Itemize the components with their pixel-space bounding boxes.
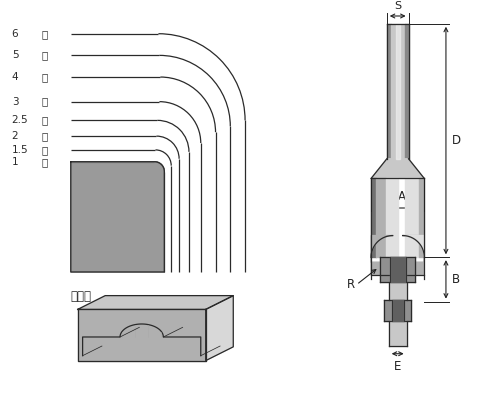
Polygon shape <box>371 236 424 275</box>
Text: 分: 分 <box>42 131 48 141</box>
Text: 分: 分 <box>42 157 48 167</box>
Text: D: D <box>452 134 461 147</box>
Text: 3: 3 <box>12 97 18 107</box>
Text: E: E <box>394 360 402 373</box>
Polygon shape <box>71 162 164 272</box>
Text: 分: 分 <box>42 29 48 39</box>
Text: 5: 5 <box>12 50 18 60</box>
Text: 分: 分 <box>42 115 48 125</box>
Text: 分: 分 <box>42 72 48 82</box>
Text: 分: 分 <box>42 97 48 107</box>
Text: S: S <box>394 1 402 11</box>
Text: 2: 2 <box>12 131 18 141</box>
Text: 1.5: 1.5 <box>12 145 28 155</box>
Text: 1: 1 <box>12 157 18 167</box>
Text: 2.5: 2.5 <box>12 115 28 125</box>
Text: B: B <box>452 273 460 286</box>
Text: 分: 分 <box>42 50 48 60</box>
Polygon shape <box>206 296 234 361</box>
Polygon shape <box>78 310 206 361</box>
Polygon shape <box>371 159 424 178</box>
Polygon shape <box>402 236 424 257</box>
Text: R: R <box>348 278 356 291</box>
Text: 6: 6 <box>12 29 18 39</box>
Text: 分: 分 <box>42 145 48 155</box>
Text: A: A <box>398 190 406 203</box>
Text: 4: 4 <box>12 72 18 82</box>
Polygon shape <box>78 296 234 310</box>
Text: 被削材: 被削材 <box>70 290 91 303</box>
